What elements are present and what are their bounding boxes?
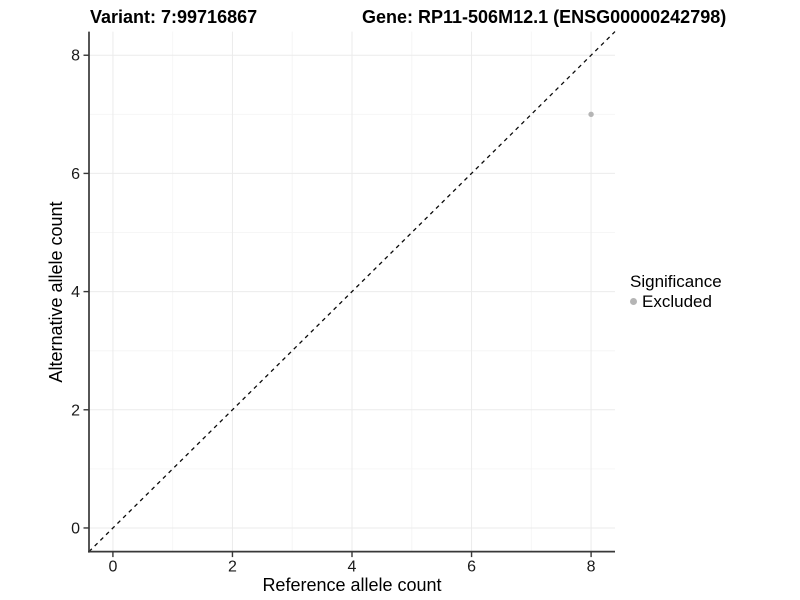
y-tick-label: 4 xyxy=(71,284,80,301)
y-tick-label: 8 xyxy=(71,48,80,65)
y-tick-label: 0 xyxy=(71,520,80,537)
x-tick-label: 6 xyxy=(467,559,476,576)
x-tick-label: 2 xyxy=(228,559,237,576)
y-tick-label: 2 xyxy=(71,402,80,419)
legend: Significance Excluded xyxy=(630,272,722,311)
x-tick-label: 0 xyxy=(108,559,117,576)
gene-title: Gene: RP11-506M12.1 (ENSG00000242798) xyxy=(362,7,727,27)
y-axis-title: Alternative allele count xyxy=(46,201,66,383)
legend-item-excluded: Excluded xyxy=(630,292,722,311)
legend-title: Significance xyxy=(630,272,722,291)
x-tick-label: 8 xyxy=(587,559,596,576)
y-tick-label: 6 xyxy=(71,166,80,183)
x-tick-label: 4 xyxy=(348,559,357,576)
legend-key-dot-icon xyxy=(630,298,637,305)
legend-item-label: Excluded xyxy=(642,292,712,311)
x-axis-title: Reference allele count xyxy=(262,575,442,595)
data-point xyxy=(588,111,594,118)
variant-title: Variant: 7:99716867 xyxy=(90,7,258,27)
identity-line xyxy=(88,31,616,553)
